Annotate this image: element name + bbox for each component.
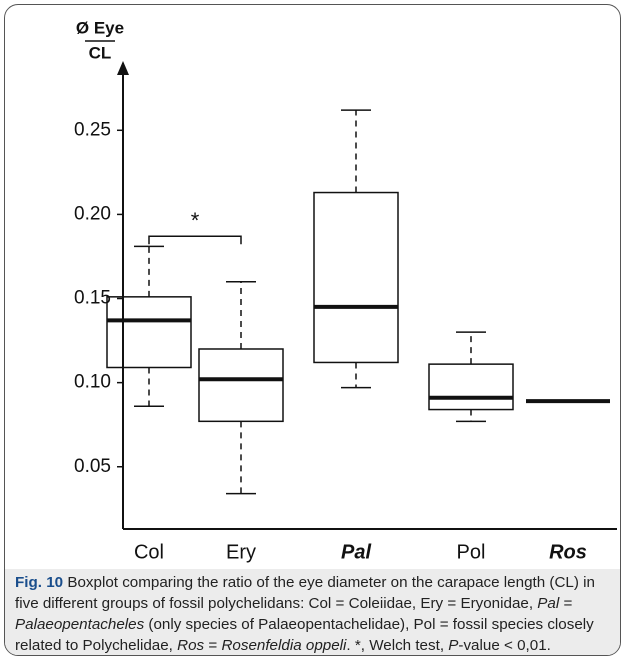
caption-segment: =: [204, 637, 222, 654]
significance-label: *: [191, 208, 200, 233]
caption-segment: Rosenfeldia oppeli: [221, 637, 347, 654]
x-tick-label: Ery: [226, 541, 256, 563]
caption-segment: Ros: [177, 637, 205, 654]
y-axis-arrow: [117, 61, 129, 75]
caption-segment: =: [559, 595, 573, 612]
y-tick-label: 0.10: [74, 372, 111, 393]
caption-segment: Palaeopentacheles: [15, 616, 145, 633]
box: [106, 296, 192, 369]
y-tick-label: 0.25: [74, 119, 111, 140]
caption-segment: . *, Welch test,: [346, 637, 449, 654]
caption-segment: Pal: [537, 595, 560, 612]
caption-segment: P: [448, 637, 459, 654]
caption: Fig. 10 Boxplot comparing the ratio of t…: [5, 569, 620, 655]
box: [198, 348, 284, 423]
caption-segment: (only species of Palaeopentachelidae), P…: [15, 616, 594, 654]
box: [313, 191, 399, 364]
y-tick-label: 0.20: [74, 203, 111, 224]
caption-segment: Boxplot comparing the ratio of the eye d…: [15, 574, 595, 612]
x-tick-label: Ros: [549, 541, 587, 563]
box: [428, 363, 514, 411]
x-tick-label: Pal: [341, 541, 371, 563]
x-tick-label: Col: [134, 541, 164, 563]
significance-bracket: [148, 235, 242, 245]
caption-segment: Fig. 10: [15, 574, 64, 591]
chart: Ø Eye CL 0.05 0.10 0.15 0.20 0.25 Col Ery Pal Po…: [74, 18, 617, 563]
y-tick-label: 0.15: [74, 288, 111, 309]
caption-segment: -value < 0,01. Abbreviations: [458, 637, 551, 654]
y-label-denominator: CL: [89, 43, 112, 62]
x-tick-label: Pol: [457, 541, 486, 563]
figure: Ø Eye CL 0.05 0.10 0.15 0.20 0.25 Col Ery Pal Po…: [4, 4, 621, 656]
y-label-numerator: Ø Eye: [76, 18, 124, 37]
y-tick-label: 0.05: [74, 456, 111, 477]
